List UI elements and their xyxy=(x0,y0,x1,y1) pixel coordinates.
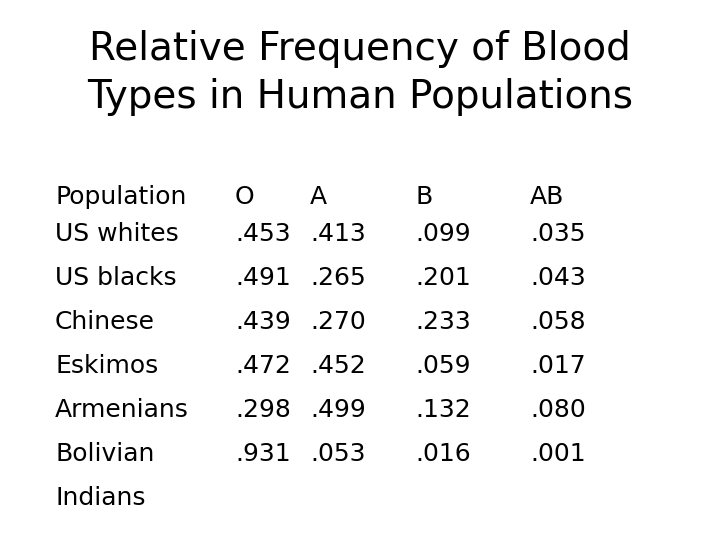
Text: .201: .201 xyxy=(415,266,471,290)
Text: O: O xyxy=(235,185,255,209)
Text: AB: AB xyxy=(530,185,564,209)
Text: Indians: Indians xyxy=(55,486,145,510)
Text: A: A xyxy=(310,185,327,209)
Text: .058: .058 xyxy=(530,310,585,334)
Text: .017: .017 xyxy=(530,354,585,378)
Text: B: B xyxy=(415,185,432,209)
Text: .099: .099 xyxy=(415,222,471,246)
Text: .016: .016 xyxy=(415,442,471,466)
Text: .413: .413 xyxy=(310,222,366,246)
Text: Bolivian: Bolivian xyxy=(55,442,154,466)
Text: Eskimos: Eskimos xyxy=(55,354,158,378)
Text: .472: .472 xyxy=(235,354,291,378)
Text: .265: .265 xyxy=(310,266,366,290)
Text: .298: .298 xyxy=(235,398,291,422)
Text: Population: Population xyxy=(55,185,186,209)
Text: Types in Human Populations: Types in Human Populations xyxy=(87,78,633,116)
Text: .439: .439 xyxy=(235,310,291,334)
Text: .499: .499 xyxy=(310,398,366,422)
Text: Relative Frequency of Blood: Relative Frequency of Blood xyxy=(89,30,631,68)
Text: Chinese: Chinese xyxy=(55,310,155,334)
Text: US blacks: US blacks xyxy=(55,266,176,290)
Text: .132: .132 xyxy=(415,398,471,422)
Text: .270: .270 xyxy=(310,310,366,334)
Text: .043: .043 xyxy=(530,266,586,290)
Text: .001: .001 xyxy=(530,442,585,466)
Text: .035: .035 xyxy=(530,222,585,246)
Text: .931: .931 xyxy=(235,442,291,466)
Text: .491: .491 xyxy=(235,266,291,290)
Text: .080: .080 xyxy=(530,398,586,422)
Text: US whites: US whites xyxy=(55,222,179,246)
Text: Armenians: Armenians xyxy=(55,398,189,422)
Text: .452: .452 xyxy=(310,354,366,378)
Text: .233: .233 xyxy=(415,310,471,334)
Text: .453: .453 xyxy=(235,222,291,246)
Text: .059: .059 xyxy=(415,354,470,378)
Text: .053: .053 xyxy=(310,442,366,466)
